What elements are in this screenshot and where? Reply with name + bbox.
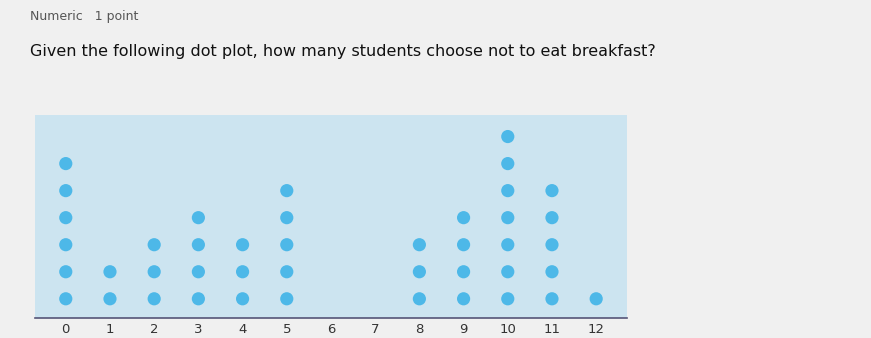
Point xyxy=(545,215,559,220)
Point xyxy=(59,269,73,274)
Point xyxy=(103,296,117,301)
Point xyxy=(280,242,294,247)
Point xyxy=(280,188,294,193)
Point xyxy=(456,242,470,247)
Point xyxy=(501,161,515,166)
Point xyxy=(501,242,515,247)
Point xyxy=(59,188,73,193)
Point xyxy=(59,161,73,166)
Point xyxy=(236,296,250,301)
Point xyxy=(192,215,206,220)
Point xyxy=(147,269,161,274)
Point xyxy=(501,188,515,193)
Point xyxy=(589,296,603,301)
Point xyxy=(501,269,515,274)
Text: Numeric   1 point: Numeric 1 point xyxy=(30,10,138,23)
Point xyxy=(103,269,117,274)
Point xyxy=(192,269,206,274)
Point xyxy=(456,215,470,220)
Point xyxy=(501,134,515,139)
Point xyxy=(545,269,559,274)
Point xyxy=(192,296,206,301)
Point xyxy=(545,296,559,301)
Point xyxy=(456,269,470,274)
Point xyxy=(147,296,161,301)
Point xyxy=(59,296,73,301)
Point xyxy=(545,188,559,193)
Point xyxy=(501,215,515,220)
Point xyxy=(456,296,470,301)
Point xyxy=(501,296,515,301)
Point xyxy=(280,269,294,274)
Point xyxy=(236,242,250,247)
Point xyxy=(412,269,426,274)
Point xyxy=(192,242,206,247)
Point xyxy=(280,296,294,301)
Point xyxy=(59,242,73,247)
Point xyxy=(59,215,73,220)
Point xyxy=(147,242,161,247)
Point xyxy=(412,242,426,247)
Text: Given the following dot plot, how many students choose not to eat breakfast?: Given the following dot plot, how many s… xyxy=(30,44,656,59)
Point xyxy=(412,296,426,301)
Point xyxy=(236,269,250,274)
Point xyxy=(280,215,294,220)
Point xyxy=(545,242,559,247)
